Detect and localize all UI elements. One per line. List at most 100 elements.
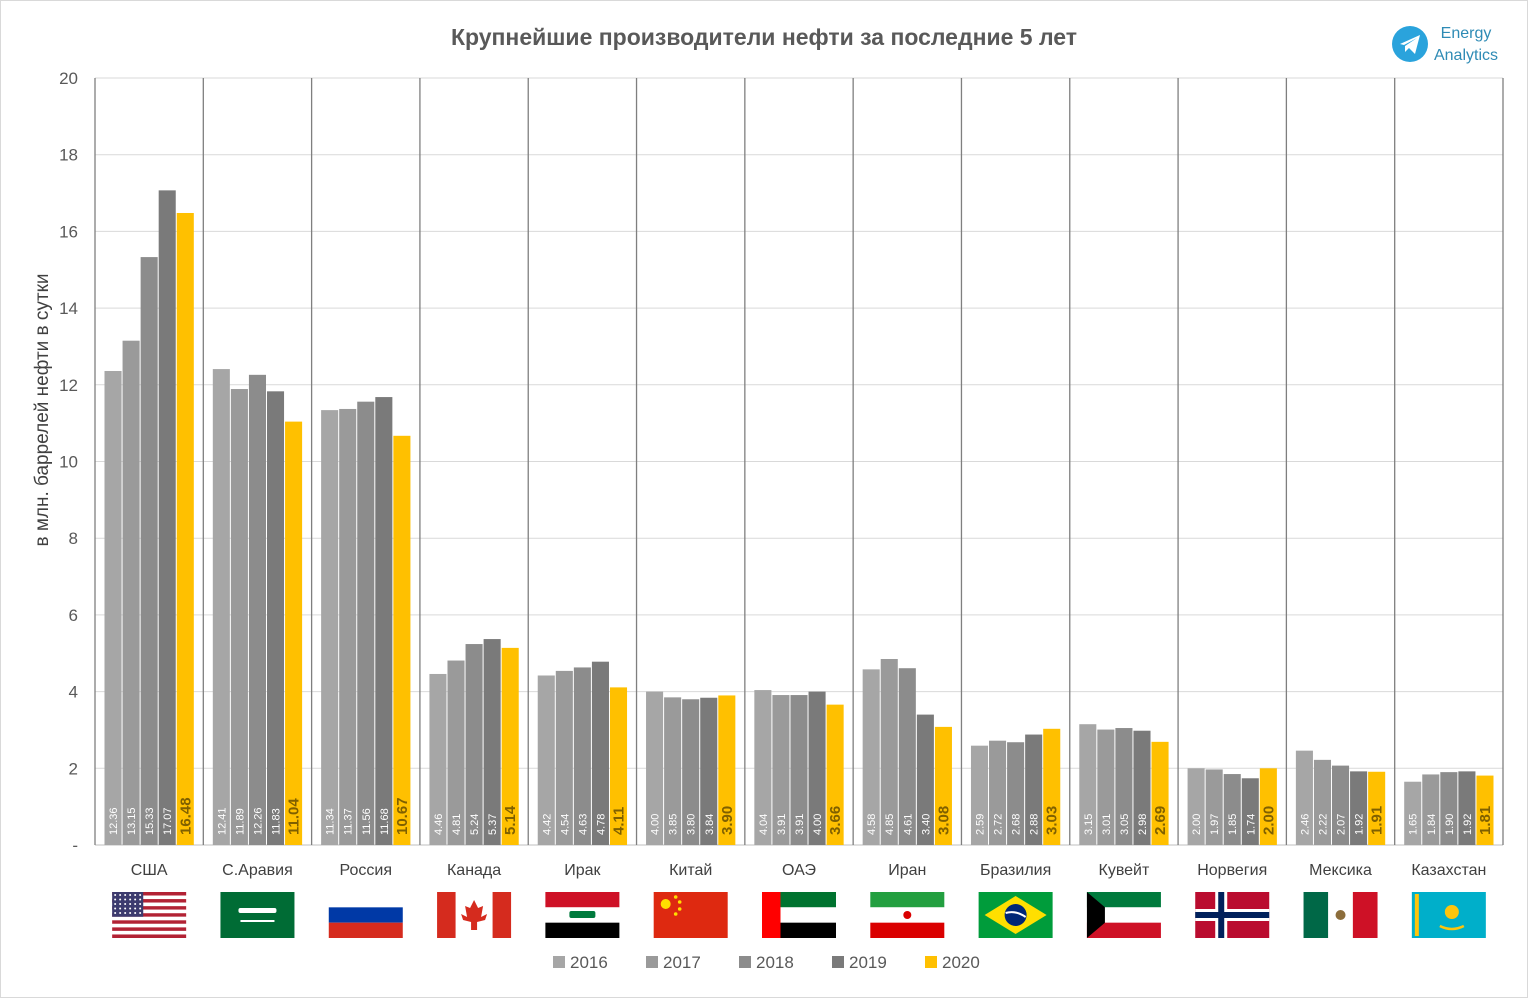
data-label: 17.07 xyxy=(162,807,174,835)
mexico-flag-icon xyxy=(1303,892,1378,938)
bar-2019 xyxy=(1241,778,1259,845)
flag-star xyxy=(124,912,127,914)
data-label: 1.81 xyxy=(1477,806,1494,835)
category-label: Иран xyxy=(888,862,926,879)
bar-2019 xyxy=(1458,771,1476,845)
canada-flag-icon xyxy=(437,892,512,938)
data-label: 2.72 xyxy=(993,814,1005,835)
data-label: 3.66 xyxy=(827,806,844,835)
data-label: 3.80 xyxy=(686,814,698,835)
bar-2019 xyxy=(375,397,393,845)
russia-flag-icon xyxy=(328,892,403,938)
data-label: 12.36 xyxy=(108,807,120,835)
data-label: 10.67 xyxy=(394,797,411,835)
data-label: 2.00 xyxy=(1191,814,1203,835)
flag-globe xyxy=(1004,904,1027,926)
bar-2020 xyxy=(1476,775,1494,845)
legend-label: 2017 xyxy=(663,953,701,972)
legend-label: 2020 xyxy=(942,953,980,972)
bar-2017 xyxy=(230,389,248,845)
legend-swatch xyxy=(646,956,658,968)
flag-star xyxy=(114,903,117,905)
data-label: 3.08 xyxy=(935,806,952,835)
bar-2020 xyxy=(393,435,411,845)
flag-part xyxy=(220,892,295,938)
bar-2018 xyxy=(1007,742,1025,845)
data-label: 1.97 xyxy=(1209,814,1221,835)
flag-star xyxy=(129,894,132,896)
data-label: 4.54 xyxy=(559,814,571,835)
flag-star xyxy=(139,907,142,910)
bar-2018 xyxy=(790,695,808,845)
data-label: 1.84 xyxy=(1426,814,1438,835)
flag-star xyxy=(119,907,122,910)
data-label: 4.81 xyxy=(451,814,463,835)
bar-2017 xyxy=(989,740,1007,845)
kazakhstan-flag-icon xyxy=(1411,892,1486,938)
flag-part xyxy=(112,930,187,935)
category-label: Кувейт xyxy=(1099,862,1150,879)
data-label: 5.24 xyxy=(469,814,481,835)
bar-2018 xyxy=(248,374,266,845)
bar-2016 xyxy=(646,691,664,845)
flag-star xyxy=(134,898,137,901)
flag-star xyxy=(129,912,132,914)
flag-part xyxy=(112,892,187,896)
flag-star xyxy=(677,907,682,911)
y-axis-title-group: в млн. баррелей нефти в сутки xyxy=(32,273,53,546)
bar-2020 xyxy=(1151,741,1169,845)
data-label: 3.90 xyxy=(719,806,736,835)
flag-trapezoid xyxy=(1086,892,1105,938)
bar-2017 xyxy=(339,408,357,845)
data-label: 4.78 xyxy=(595,814,607,835)
kuwait-flag-icon xyxy=(1086,892,1161,938)
flag-part xyxy=(112,909,187,914)
data-label: 3.91 xyxy=(794,814,806,835)
bar-2017 xyxy=(122,340,140,845)
flag-star xyxy=(673,895,678,899)
bar-2016 xyxy=(1404,781,1422,845)
flag-sun xyxy=(1444,905,1459,919)
flag-part xyxy=(112,916,187,921)
data-label: 2.69 xyxy=(1152,806,1169,835)
data-label: 4.00 xyxy=(812,814,824,835)
bar-2017 xyxy=(772,695,790,845)
data-label: 4.11 xyxy=(611,807,628,835)
legend-label: 2016 xyxy=(570,953,608,972)
uae-flag-icon xyxy=(762,892,836,938)
flag-star xyxy=(660,899,671,909)
flag-star xyxy=(129,907,132,910)
bar-2019 xyxy=(1133,730,1151,845)
category-labels: США С.Аравия Россия Канада Ирак Китай ОАЭ Иран Б… xyxy=(131,862,1487,879)
bar-2020 xyxy=(176,212,194,845)
bar-2019 xyxy=(158,190,176,846)
bar-2019 xyxy=(808,691,826,845)
flag-part xyxy=(328,907,403,923)
flag-star xyxy=(119,912,122,914)
bar-2020 xyxy=(1368,771,1386,845)
data-label: 3.05 xyxy=(1119,814,1131,835)
legend-label: 2018 xyxy=(756,953,794,972)
data-label: 4.46 xyxy=(433,814,445,835)
bar-2016 xyxy=(970,745,989,845)
bars xyxy=(104,190,1494,846)
bar-2020 xyxy=(609,687,628,845)
flag-part xyxy=(328,922,403,938)
bar-2017 xyxy=(1097,729,1115,845)
data-label: 1.65 xyxy=(1408,814,1420,835)
flag-star xyxy=(124,894,127,896)
brand-line-1: Energy xyxy=(1441,25,1492,42)
y-tick-label: 20 xyxy=(59,69,78,88)
brand-logo[interactable]: Energy Analytics xyxy=(1392,25,1498,64)
category-separators xyxy=(94,78,1504,845)
flag-star xyxy=(124,898,127,901)
flag-part xyxy=(1414,894,1419,936)
flag-star xyxy=(114,907,117,910)
data-label: 4.85 xyxy=(884,814,896,835)
country-flags xyxy=(112,892,1486,938)
flag-part xyxy=(112,923,187,928)
bar-2018 xyxy=(1440,772,1458,845)
category-label: Мексика xyxy=(1309,862,1372,879)
flag-part xyxy=(870,922,945,938)
